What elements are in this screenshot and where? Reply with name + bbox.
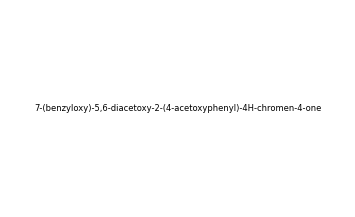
Text: 7-(benzyloxy)-5,6-diacetoxy-2-(4-acetoxyphenyl)-4H-chromen-4-one: 7-(benzyloxy)-5,6-diacetoxy-2-(4-acetoxy… — [34, 104, 321, 113]
